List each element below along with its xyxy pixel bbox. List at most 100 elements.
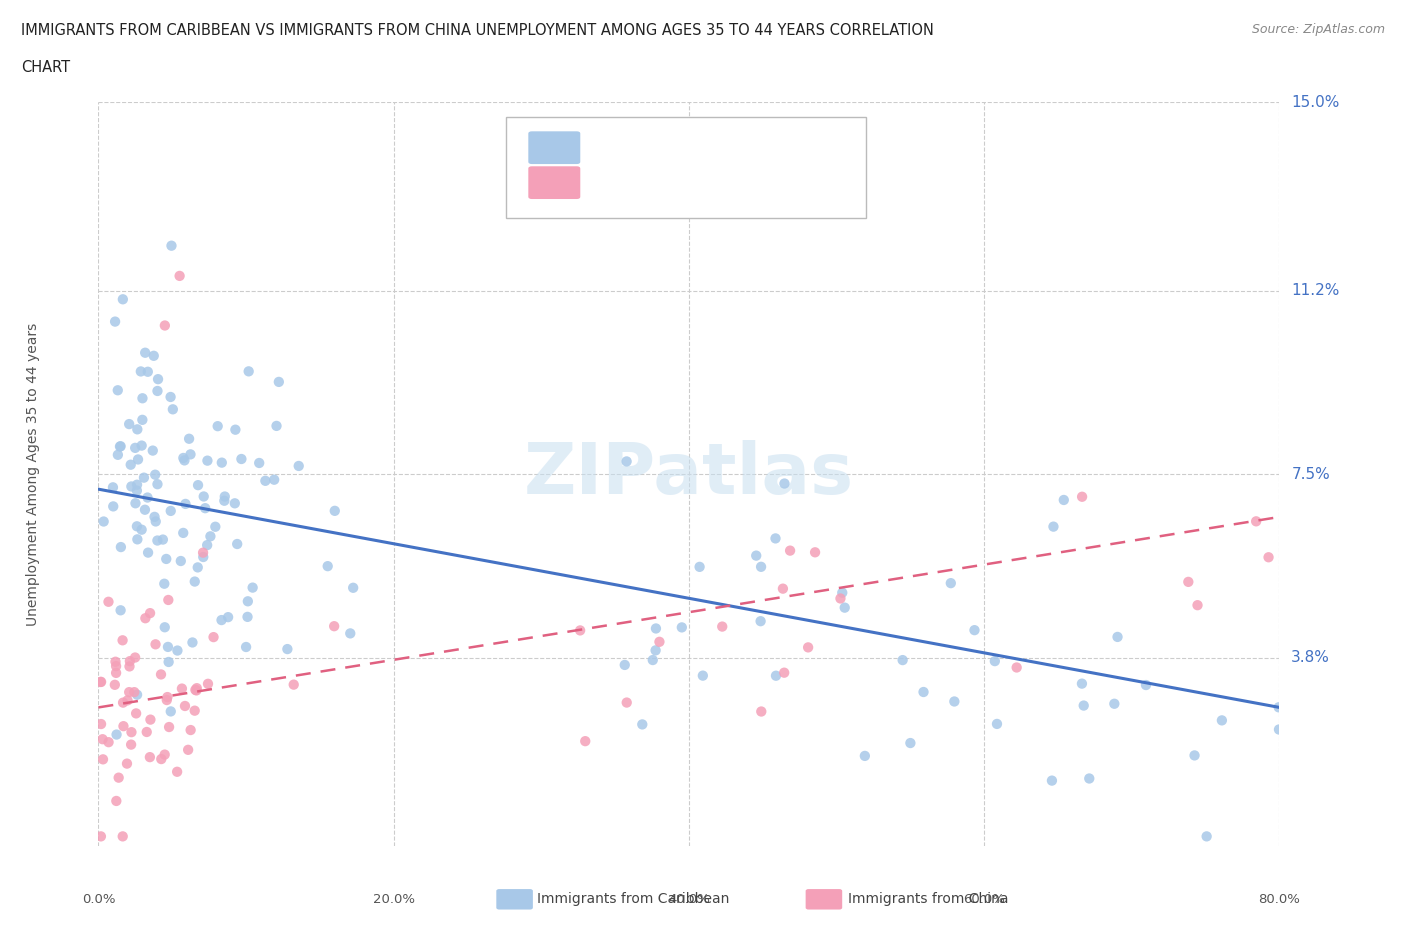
Point <box>613 658 636 672</box>
Point <box>162 402 184 417</box>
Point <box>156 690 179 705</box>
Point <box>153 619 176 634</box>
Text: Unemployment Among Ages 35 to 44 years: Unemployment Among Ages 35 to 44 years <box>27 323 41 626</box>
Text: Immigrants from China: Immigrants from China <box>848 892 1008 907</box>
Point <box>616 695 638 710</box>
Point <box>214 493 236 508</box>
Point <box>235 640 257 655</box>
Point <box>101 480 124 495</box>
FancyBboxPatch shape <box>529 131 581 164</box>
Point <box>181 635 204 650</box>
Point <box>1211 713 1233 728</box>
Point <box>211 455 233 470</box>
Point <box>180 723 202 737</box>
Point <box>170 553 193 568</box>
Point <box>132 471 155 485</box>
Point <box>104 677 127 692</box>
Point <box>238 364 260 379</box>
Point <box>104 655 127 670</box>
Point <box>127 532 149 547</box>
Point <box>131 438 153 453</box>
Point <box>159 503 181 518</box>
Point <box>145 514 167 529</box>
Point <box>1078 771 1101 786</box>
Point <box>191 545 214 560</box>
Point <box>115 756 138 771</box>
Text: 3.8%: 3.8% <box>1291 650 1330 665</box>
Point <box>200 529 222 544</box>
Point <box>125 706 148 721</box>
Point <box>120 724 142 739</box>
Point <box>142 349 165 364</box>
Point <box>146 477 169 492</box>
Point <box>745 548 768 563</box>
Point <box>1107 630 1129 644</box>
Point <box>153 577 176 591</box>
Point <box>193 550 215 565</box>
Point <box>124 650 146 665</box>
Point <box>773 665 796 680</box>
Point <box>118 417 141 432</box>
Point <box>186 681 208 696</box>
Point <box>157 720 180 735</box>
Text: N =: N = <box>716 140 752 155</box>
Point <box>316 559 339 574</box>
Point <box>1071 489 1094 504</box>
Point <box>150 751 173 766</box>
Point <box>110 539 132 554</box>
Point <box>107 447 129 462</box>
Text: R =: R = <box>589 140 623 155</box>
Point <box>159 390 181 405</box>
Text: 140: 140 <box>763 140 797 155</box>
Point <box>765 669 787 684</box>
Point <box>1257 550 1279 565</box>
Point <box>112 719 135 734</box>
Point <box>118 659 141 674</box>
Point <box>153 318 176 333</box>
Text: 0.212: 0.212 <box>636 175 692 190</box>
Point <box>172 525 194 540</box>
Point <box>124 441 146 456</box>
Point <box>1053 493 1076 508</box>
Point <box>110 439 132 454</box>
Point <box>134 502 156 517</box>
Point <box>202 630 225 644</box>
Text: 15.0%: 15.0% <box>1291 95 1340 110</box>
Point <box>217 610 239 625</box>
Point <box>569 623 592 638</box>
Point <box>231 452 253 467</box>
Point <box>143 467 166 482</box>
Point <box>105 793 128 808</box>
Point <box>1177 575 1199 590</box>
Point <box>830 591 852 606</box>
Point <box>152 532 174 547</box>
Point <box>150 667 173 682</box>
Point <box>804 545 827 560</box>
Point <box>136 365 159 379</box>
Point <box>323 503 346 518</box>
Text: 20.0%: 20.0% <box>373 894 415 907</box>
Point <box>197 453 219 468</box>
Point <box>1268 722 1291 737</box>
Text: R =: R = <box>589 175 623 190</box>
FancyBboxPatch shape <box>506 117 866 218</box>
Point <box>749 614 772 629</box>
Point <box>125 687 148 702</box>
Point <box>124 684 146 699</box>
Point <box>194 500 217 515</box>
Point <box>97 594 120 609</box>
Point <box>912 684 935 699</box>
Point <box>131 523 153 538</box>
Point <box>254 473 277 488</box>
Point <box>91 732 114 747</box>
Point <box>170 681 193 696</box>
Point <box>124 496 146 511</box>
Point <box>773 476 796 491</box>
Point <box>118 654 141 669</box>
Point <box>1267 700 1289 715</box>
Point <box>90 674 112 689</box>
Point <box>156 640 179 655</box>
Point <box>184 683 207 698</box>
Point <box>1187 598 1209 613</box>
Point <box>283 677 305 692</box>
